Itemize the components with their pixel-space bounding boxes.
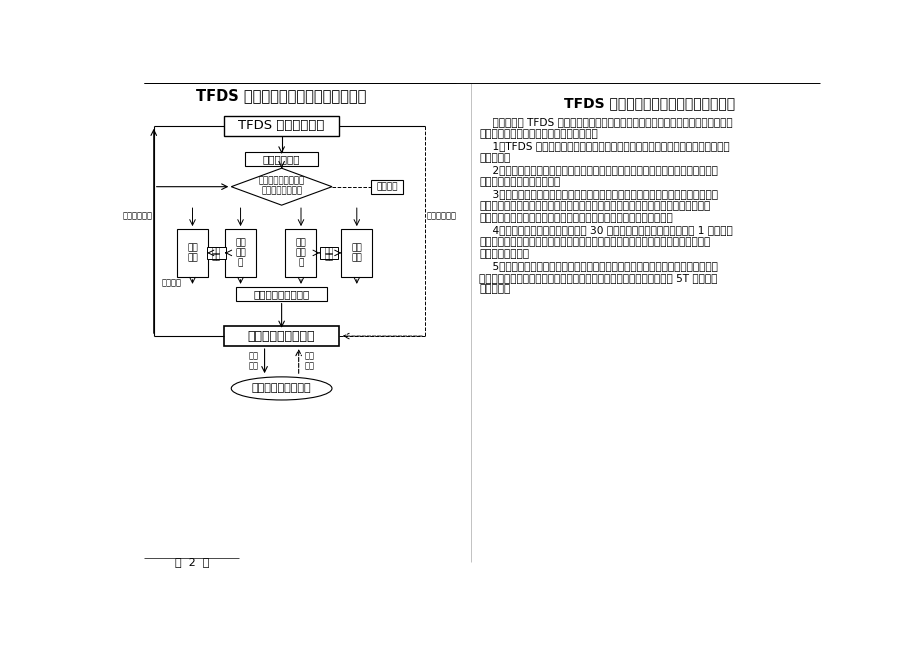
FancyBboxPatch shape	[176, 229, 208, 277]
Text: 做好记录。: 做好记录。	[479, 284, 510, 294]
FancyBboxPatch shape	[285, 229, 316, 277]
FancyBboxPatch shape	[370, 180, 403, 193]
Text: 作业组长下达作业命: 作业组长下达作业命	[258, 177, 304, 186]
Text: 制动
梁工
位: 制动 梁工 位	[295, 238, 306, 268]
Text: 1、TFDS 作业组长负责将系统预报故障在作业完毕后随即用系统和电话向列检值: 1、TFDS 作业组长负责将系统预报故障在作业完毕后随即用系统和电话向列检值	[479, 141, 729, 151]
Text: 互控: 互控	[211, 246, 221, 255]
Text: 测与列检作业的闭环管理，特制定本制度：: 测与列检作业的闭环管理，特制定本制度：	[479, 130, 597, 139]
Text: 钩缓
工位: 钩缓 工位	[187, 243, 198, 262]
Text: 作业现场作业检车员: 作业现场作业检车员	[252, 383, 312, 393]
Text: 预报故障进行全数检查确认。: 预报故障进行全数检查确认。	[479, 177, 560, 187]
Text: 值班员立即通知现场检车员人员进行现车检查。同时把故障信息报告级 5T 调度员，: 值班员立即通知现场检车员人员进行现车检查。同时把故障信息报告级 5T 调度员，	[479, 273, 717, 283]
FancyBboxPatch shape	[224, 116, 338, 136]
Text: 生接车时，动态检测小组长要主动与相应的列检值班员联系有无列车通过，以确认设: 生接车时，动态检测小组长要主动与相应的列检值班员联系有无列车通过，以确认设	[479, 237, 709, 247]
FancyBboxPatch shape	[207, 247, 225, 258]
Text: 确认
反馈: 确认 反馈	[304, 352, 314, 371]
Text: 2、列检值班员负责将系统所有预报故障按辆为单位，立即安排现场检车员对系统: 2、列检值班员负责将系统所有预报故障按辆为单位，立即安排现场检车员对系统	[479, 165, 718, 175]
FancyBboxPatch shape	[225, 229, 255, 277]
FancyBboxPatch shape	[224, 326, 338, 346]
Text: 故障
下传: 故障 下传	[248, 352, 258, 371]
Text: 为切实发挥 TFDS 动态检车员作用及对其发现故障处理及时彻底，真正实现动态检: 为切实发挥 TFDS 动态检车员作用及对其发现故障处理及时彻底，真正实现动态检	[479, 117, 732, 128]
Text: 系统通知接车: 系统通知接车	[263, 154, 300, 164]
Text: 运用车间列检值班员: 运用车间列检值班员	[247, 329, 315, 342]
Text: 侧架
工位: 侧架 工位	[351, 243, 362, 262]
Text: 第  2  页: 第 2 页	[176, 557, 210, 568]
Text: 4、安排专人对昆东方向探测系统 30 分钟确认一次，动态检测系统在 1 小时未发: 4、安排专人对昆东方向探测系统 30 分钟确认一次，动态检测系统在 1 小时未发	[479, 225, 732, 235]
Polygon shape	[231, 168, 332, 205]
Text: TFDS 动态检测与列检闭环作业流程图: TFDS 动态检测与列检闭环作业流程图	[197, 89, 367, 104]
FancyBboxPatch shape	[319, 247, 338, 258]
Text: 令、复合确认故障: 令、复合确认故障	[261, 187, 301, 196]
Text: 向动态检车员组长进行反馈，由值班员将检查确认结果录入系统中，动态检车组长进: 向动态检车员组长进行反馈，由值班员将检查确认结果录入系统中，动态检车组长进	[479, 201, 709, 211]
Text: 5、在发生动态检测系统故障时，动态检测小组长要立即通知列检值班员，由列检: 5、在发生动态检测系统故障时，动态检测小组长要立即通知列检值班员，由列检	[479, 260, 718, 271]
Text: 发现标注、记录故障: 发现标注、记录故障	[254, 289, 310, 299]
Text: 漏检故障反馈: 漏检故障反馈	[122, 211, 152, 220]
Text: TFDS 动态检测与列检作业闭环管理制度: TFDS 动态检测与列检作业闭环管理制度	[563, 96, 734, 111]
Text: TFDS 动态检测中心: TFDS 动态检测中心	[238, 119, 324, 132]
Text: 行互控、确认。作业组长把现场检车员姓名告知工位检车员填记台帐。: 行互控、确认。作业组长把现场检车员姓名告知工位检车员填记台帐。	[479, 213, 673, 223]
Text: 备状态是否良好。: 备状态是否良好。	[479, 249, 528, 258]
Text: 互控: 互控	[323, 246, 334, 255]
Text: 延伸: 延伸	[211, 252, 221, 261]
Text: 预报故障: 预报故障	[376, 182, 397, 191]
Text: 班员通报。: 班员通报。	[479, 153, 510, 163]
FancyBboxPatch shape	[235, 287, 327, 301]
FancyBboxPatch shape	[341, 229, 372, 277]
Ellipse shape	[231, 377, 332, 400]
Text: 3、处理故障检车员将检查确认结果或处理结果向列检值班员报告，由列检值班员: 3、处理故障检车员将检查确认结果或处理结果向列检值班员报告，由列检值班员	[479, 189, 718, 199]
Text: 故障确认反馈: 故障确认反馈	[426, 211, 456, 220]
FancyBboxPatch shape	[244, 152, 318, 166]
Text: 上传故障: 上传故障	[162, 279, 181, 288]
Text: 延伸: 延伸	[323, 252, 334, 261]
Text: 中间
部工
位: 中间 部工 位	[235, 238, 245, 268]
